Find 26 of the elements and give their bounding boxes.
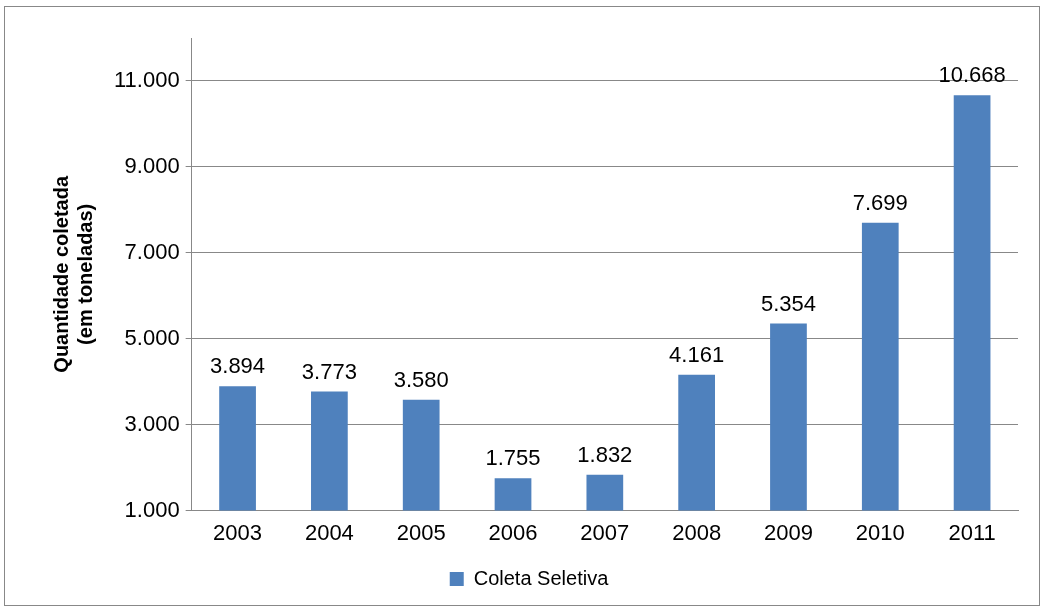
y-tick-label: 11.000 (114, 67, 180, 93)
x-tick-label: 2009 (763, 519, 813, 545)
legend-label: Coleta Seletiva (473, 566, 610, 589)
data-label: 1.832 (577, 441, 633, 467)
data-label: 3.894 (210, 353, 266, 379)
y-tick-label: 1.000 (124, 496, 180, 522)
x-tick-label: 2010 (855, 519, 905, 545)
x-tick-label: 2008 (672, 519, 722, 545)
data-label: 10.668 (938, 62, 1006, 88)
x-tick-label: 2003 (213, 519, 263, 545)
x-tick-label: 2004 (304, 519, 354, 545)
y-tick-label: 5.000 (124, 324, 180, 350)
data-label: 3.773 (301, 358, 357, 384)
x-tick-label: 2005 (396, 519, 446, 545)
x-tick-label: 2006 (488, 519, 538, 545)
y-axis-title: Quantidade coletada (em toneladas) (49, 175, 96, 373)
x-tick-label: 2011 (948, 519, 996, 545)
y-tick-label: 9.000 (124, 152, 180, 178)
data-label: 1.755 (485, 445, 541, 471)
data-label: 3.580 (393, 366, 449, 392)
data-label: 5.354 (760, 290, 816, 316)
y-tick-label: 7.000 (124, 238, 180, 264)
data-label: 7.699 (852, 189, 908, 215)
y-tick-label: 3.000 (124, 410, 180, 436)
data-label: 4.161 (669, 341, 725, 367)
x-tick-label: 2007 (580, 519, 630, 545)
